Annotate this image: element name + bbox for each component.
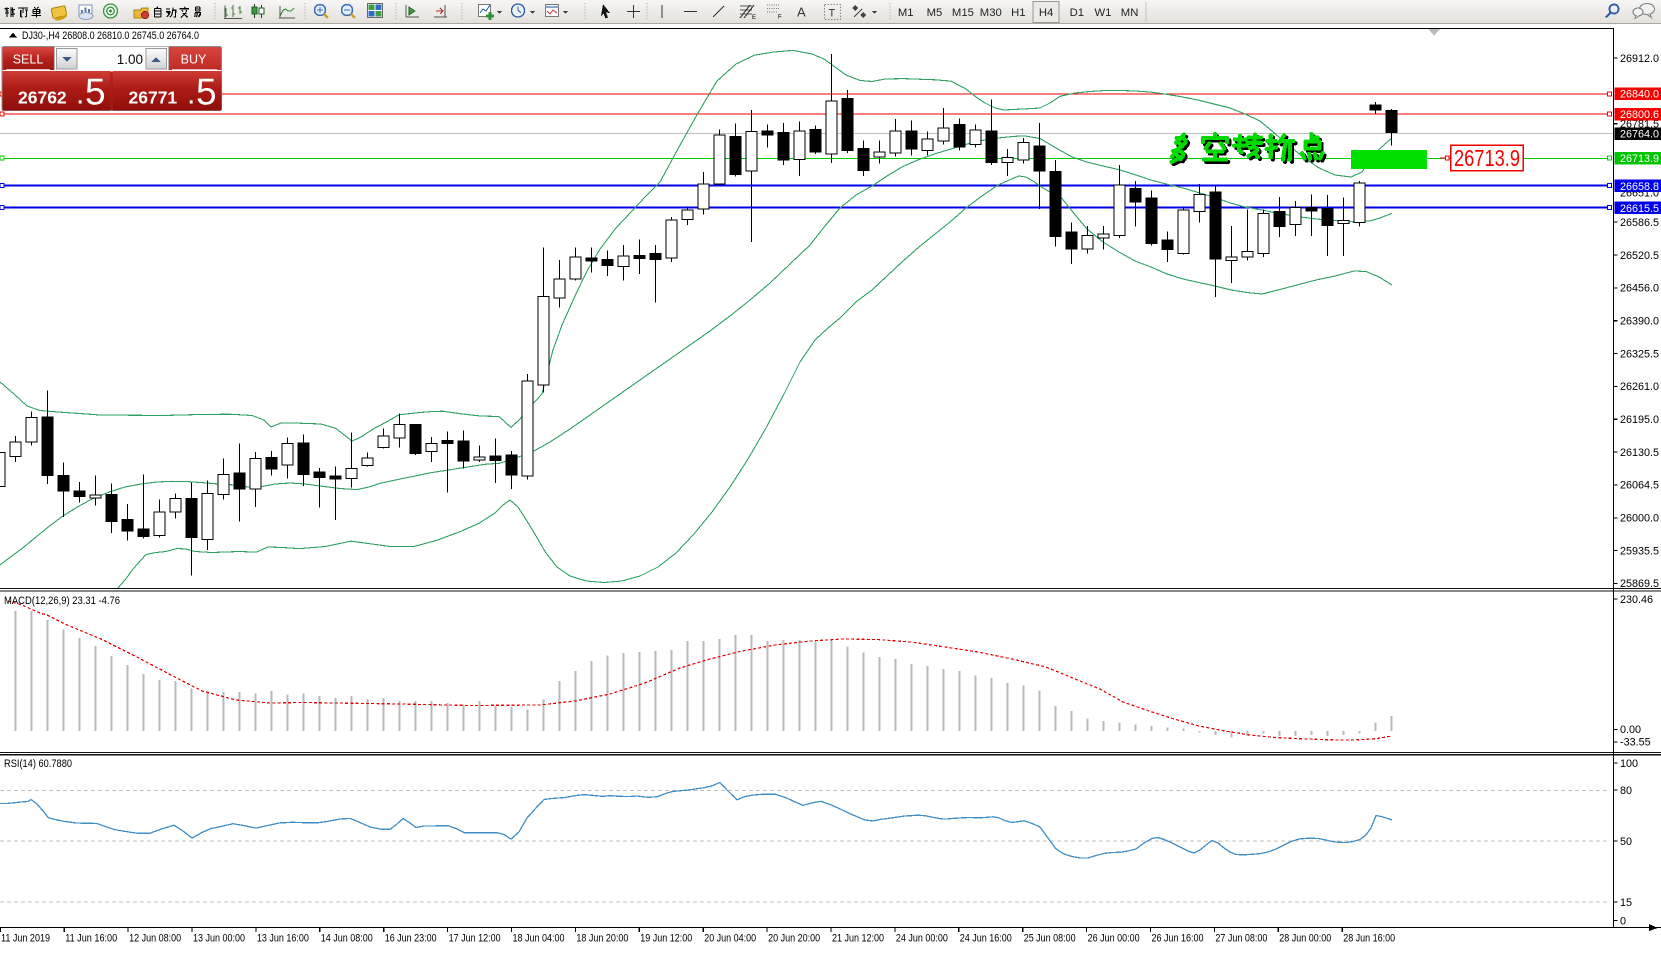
svg-text:MACD(12,26,9) 23.31 -4.76: MACD(12,26,9) 23.31 -4.76 — [4, 595, 120, 607]
svg-text:0.00: 0.00 — [1620, 724, 1641, 736]
svg-text:26764.0: 26764.0 — [1620, 129, 1659, 141]
svg-text:0: 0 — [1620, 915, 1626, 927]
svg-text:H4: H4 — [1039, 7, 1053, 19]
svg-text:11 Jun 16:00: 11 Jun 16:00 — [65, 933, 117, 945]
svg-text:A: A — [797, 5, 806, 20]
svg-text:28 Jun 00:00: 28 Jun 00:00 — [1279, 933, 1331, 945]
svg-text:26840.0: 26840.0 — [1620, 89, 1659, 101]
svg-text:230.46: 230.46 — [1620, 594, 1653, 606]
svg-text:17 Jun 12:00: 17 Jun 12:00 — [449, 933, 501, 945]
svg-text:20 Jun 20:00: 20 Jun 20:00 — [768, 933, 820, 945]
svg-text:-33.55: -33.55 — [1620, 737, 1651, 749]
svg-text:24 Jun 16:00: 24 Jun 16:00 — [960, 933, 1012, 945]
svg-text:F: F — [778, 15, 782, 21]
svg-text:26195.0: 26195.0 — [1620, 414, 1659, 426]
svg-text:26 Jun 16:00: 26 Jun 16:00 — [1152, 933, 1204, 945]
svg-text:80: 80 — [1620, 785, 1632, 797]
svg-text:26713.9: 26713.9 — [1620, 153, 1659, 165]
svg-text:50: 50 — [1620, 836, 1632, 848]
svg-text:E: E — [752, 15, 756, 21]
svg-text:26912.0: 26912.0 — [1620, 53, 1659, 65]
svg-text:26658.8: 26658.8 — [1620, 181, 1659, 193]
svg-text:1.00: 1.00 — [117, 52, 143, 67]
svg-text:11 Jun 2019: 11 Jun 2019 — [1, 933, 50, 945]
svg-text:12 Jun 08:00: 12 Jun 08:00 — [129, 933, 181, 945]
svg-text:26713.9: 26713.9 — [1454, 145, 1520, 171]
svg-text:26615.5: 26615.5 — [1620, 203, 1659, 215]
svg-text:26800.6: 26800.6 — [1620, 109, 1659, 121]
svg-text:25 Jun 08:00: 25 Jun 08:00 — [1024, 933, 1076, 945]
svg-text:5: 5 — [196, 72, 217, 113]
svg-text:25869.5: 25869.5 — [1620, 578, 1659, 590]
svg-text:15: 15 — [1620, 897, 1632, 909]
svg-text:.: . — [187, 78, 195, 111]
svg-text:T: T — [829, 8, 836, 20]
svg-text:MN: MN — [1121, 7, 1139, 19]
svg-text:26261.0: 26261.0 — [1620, 381, 1659, 393]
svg-text:26064.5: 26064.5 — [1620, 480, 1659, 492]
svg-text:19 Jun 12:00: 19 Jun 12:00 — [640, 933, 692, 945]
svg-text:24 Jun 00:00: 24 Jun 00:00 — [896, 933, 948, 945]
svg-text:100: 100 — [1620, 758, 1638, 770]
svg-text:28 Jun 16:00: 28 Jun 16:00 — [1343, 933, 1395, 945]
svg-text:13 Jun 16:00: 13 Jun 16:00 — [257, 933, 309, 945]
svg-text:SELL: SELL — [13, 53, 44, 67]
svg-text:26 Jun 00:00: 26 Jun 00:00 — [1088, 933, 1140, 945]
svg-text:M5: M5 — [927, 7, 943, 19]
svg-text:.: . — [76, 78, 84, 111]
svg-text:26456.0: 26456.0 — [1620, 283, 1659, 295]
svg-text:D1: D1 — [1070, 7, 1084, 19]
svg-text:RSI(14) 60.7880: RSI(14) 60.7880 — [4, 758, 72, 770]
svg-text:M1: M1 — [898, 7, 914, 19]
svg-text:18 Jun 20:00: 18 Jun 20:00 — [576, 933, 628, 945]
svg-text:26000.0: 26000.0 — [1620, 513, 1659, 525]
svg-text:BUY: BUY — [181, 53, 207, 67]
svg-text:21 Jun 12:00: 21 Jun 12:00 — [832, 933, 884, 945]
svg-text:26130.5: 26130.5 — [1620, 447, 1659, 459]
svg-text:16 Jun 23:00: 16 Jun 23:00 — [385, 933, 437, 945]
svg-text:M30: M30 — [980, 7, 1002, 19]
svg-text:26762: 26762 — [18, 88, 67, 108]
svg-text:5: 5 — [85, 72, 106, 113]
svg-text:20 Jun 04:00: 20 Jun 04:00 — [704, 933, 756, 945]
svg-text:27 Jun 08:00: 27 Jun 08:00 — [1215, 933, 1267, 945]
svg-text:26586.5: 26586.5 — [1620, 217, 1659, 229]
svg-text:M15: M15 — [952, 7, 974, 19]
svg-text:14 Jun 08:00: 14 Jun 08:00 — [321, 933, 373, 945]
svg-text:DJ30-,H4 26808.0 26810.0 2674: DJ30-,H4 26808.0 26810.0 26745.0 26764.0 — [22, 30, 199, 42]
svg-text:26325.5: 26325.5 — [1620, 348, 1659, 360]
svg-text:26771: 26771 — [129, 88, 178, 108]
svg-text:13 Jun 00:00: 13 Jun 00:00 — [193, 933, 245, 945]
svg-text:18 Jun 04:00: 18 Jun 04:00 — [513, 933, 565, 945]
svg-text:H1: H1 — [1011, 7, 1025, 19]
svg-text:25935.5: 25935.5 — [1620, 545, 1659, 557]
svg-text:W1: W1 — [1095, 7, 1112, 19]
svg-text:26520.5: 26520.5 — [1620, 250, 1659, 262]
svg-text:26390.0: 26390.0 — [1620, 316, 1659, 328]
